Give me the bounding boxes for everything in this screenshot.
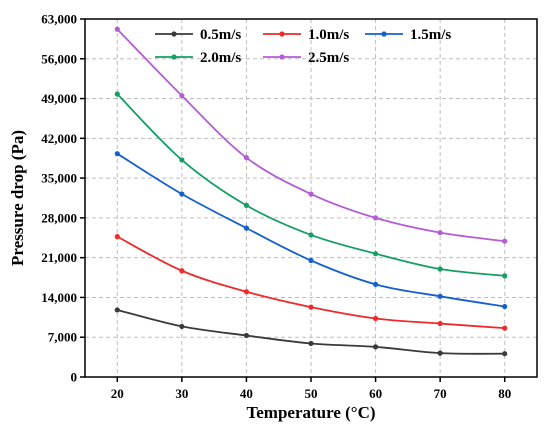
data-point: [437, 293, 443, 299]
data-point: [114, 91, 120, 97]
data-point: [437, 266, 443, 272]
y-tick-label: 35,000: [41, 171, 77, 186]
data-point: [179, 191, 185, 197]
y-tick-label: 14,000: [41, 290, 77, 305]
data-point: [308, 232, 314, 238]
y-tick-label: 21,000: [41, 250, 77, 265]
legend: 0.5m/s 1.0m/s 1.5m/s 2.0m/s 2.5m/s: [155, 27, 451, 66]
x-tick-label: 30: [175, 386, 188, 401]
series-line: [116, 93, 505, 277]
data-point: [502, 238, 508, 244]
series-2.0m/s: [114, 91, 508, 279]
legend-item: 0.5m/s: [155, 27, 241, 43]
data-point: [179, 93, 185, 99]
x-tick-label: 50: [305, 386, 318, 401]
legend-label: 2.0m/s: [200, 50, 241, 66]
data-point: [243, 225, 250, 231]
data-point: [243, 289, 250, 295]
series-group: [114, 26, 508, 357]
series-1.0m/s: [114, 234, 508, 331]
legend-label: 2.5m/s: [308, 50, 349, 66]
y-tick-label: 56,000: [41, 51, 77, 66]
data-point: [308, 257, 314, 264]
legend-label: 0.5m/s: [200, 27, 241, 43]
data-point: [372, 315, 379, 322]
data-point: [308, 304, 314, 310]
legend-item: 2.0m/s: [155, 50, 241, 66]
y-axis-title: Pressure drop (Pa): [8, 130, 27, 266]
x-tick-label: 60: [369, 386, 382, 401]
data-point: [437, 350, 443, 356]
data-point: [308, 191, 314, 197]
data-point: [502, 303, 508, 310]
legend-item: 1.0m/s: [263, 27, 349, 43]
x-tick-label: 20: [111, 386, 124, 401]
data-point: [372, 215, 379, 221]
data-point: [179, 157, 185, 163]
data-point: [243, 332, 250, 339]
y-tick-label: 42,000: [41, 131, 77, 146]
series-0.5m/s: [114, 307, 508, 357]
series-2.5m/s: [114, 26, 508, 244]
data-point: [308, 340, 314, 347]
data-point: [114, 234, 120, 240]
legend-label: 1.5m/s: [410, 27, 451, 43]
legend-marker: [171, 54, 177, 60]
x-tick-label: 80: [498, 386, 511, 401]
data-point: [502, 273, 508, 279]
data-point: [372, 344, 379, 350]
axes: 0 7,000 14,000 21,000 28,000 35,000 42,000 49,0…: [41, 12, 511, 402]
data-point: [114, 26, 120, 32]
data-point: [179, 268, 185, 274]
y-tick-label: 7,000: [48, 330, 77, 345]
data-point: [502, 351, 508, 357]
legend-item: 2.5m/s: [263, 50, 349, 66]
data-point: [372, 251, 379, 257]
data-point: [372, 281, 379, 287]
x-tick-label: 70: [434, 386, 447, 401]
legend-marker: [171, 31, 177, 37]
x-axis-title: Temperature (°C): [246, 403, 375, 422]
data-point: [243, 202, 250, 208]
data-point: [114, 307, 120, 313]
series-1.5m/s: [114, 151, 508, 310]
legend-marker: [279, 54, 285, 60]
y-tick-label: 0: [71, 370, 78, 385]
x-tick-label: 40: [240, 386, 253, 401]
legend-marker: [279, 31, 285, 37]
data-point: [437, 230, 443, 236]
data-point: [179, 323, 185, 330]
data-point: [114, 151, 120, 157]
data-point: [437, 320, 443, 327]
data-point: [243, 155, 250, 161]
y-tick-label: 28,000: [41, 210, 77, 225]
legend-item: 1.5m/s: [365, 27, 451, 43]
legend-marker: [381, 31, 387, 37]
y-tick-label: 49,000: [41, 91, 77, 106]
grid-lines: [85, 19, 537, 377]
y-tick-label: 63,000: [41, 12, 77, 27]
legend-label: 1.0m/s: [308, 27, 349, 43]
data-point: [502, 325, 508, 331]
